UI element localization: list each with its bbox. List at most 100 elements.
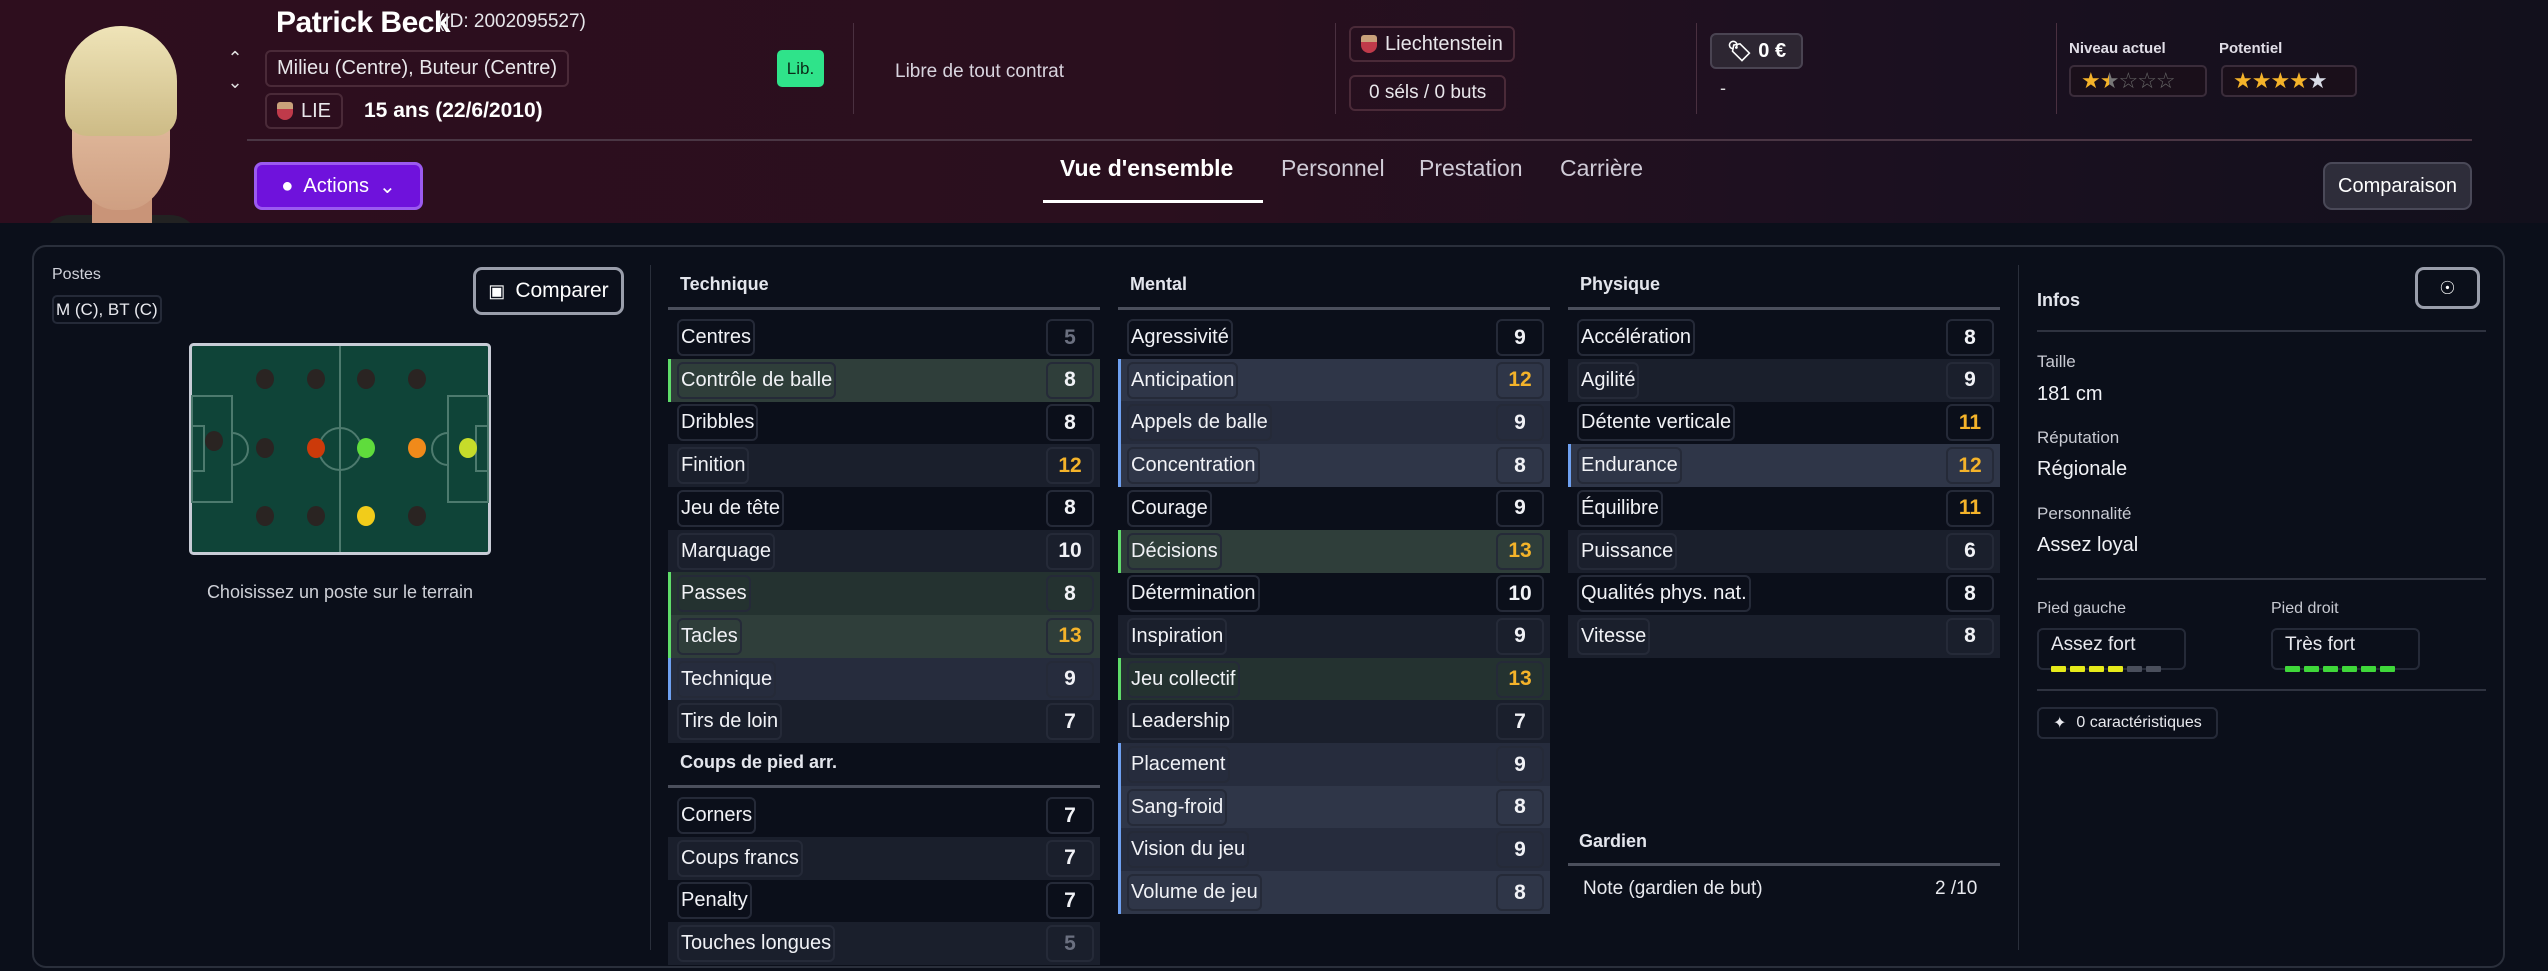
left-foot-label: Pied gauche [2037, 600, 2126, 617]
attribute-row[interactable]: Dribbles 8 [668, 401, 1100, 444]
tab-carriere[interactable]: Carrière [1560, 155, 1644, 181]
pitch-position-dml[interactable] [307, 369, 325, 389]
attribute-row[interactable]: Volume de jeu 8 [1118, 871, 1550, 915]
tab-prestation[interactable]: Prestation [1419, 155, 1523, 181]
pitch-position-mr[interactable] [357, 506, 375, 526]
pitch[interactable] [189, 343, 491, 555]
attribute-row[interactable]: Coups francs 7 [668, 836, 1100, 880]
attribute-label: Sang-froid [1127, 788, 1228, 826]
pitch-position-ml[interactable] [357, 369, 375, 389]
nation-pill[interactable]: Liechtenstein [1349, 26, 1515, 62]
attribute-row[interactable]: Passes 8 [668, 572, 1100, 616]
flag-icon [1361, 35, 1377, 53]
header-divider [247, 139, 2472, 141]
attribute-row[interactable]: Technique 9 [668, 657, 1100, 701]
chevron-down-icon[interactable]: ⌄ [227, 72, 243, 92]
attribute-value: 8 [1946, 575, 1994, 613]
attribute-value: 8 [1046, 575, 1094, 613]
attribute-row[interactable]: Leadership 7 [1118, 700, 1550, 744]
attribute-label: Placement [1127, 746, 1230, 783]
tab-overview[interactable]: Vue d'ensemble [1060, 155, 1234, 181]
traits-button[interactable]: ✦ 0 caractéristiques [2037, 707, 2218, 739]
chevron-down-icon: ⌄ [378, 175, 396, 198]
attribute-row[interactable]: Contrôle de balle 8 [668, 358, 1100, 402]
technique-title: Technique [680, 274, 769, 294]
left-foot-box: Assez fort [2037, 628, 2186, 672]
pitch-position-dmc[interactable] [307, 438, 325, 458]
section-divider [1568, 307, 2000, 310]
positions-pill: Milieu (Centre), Buteur (Centre) [265, 50, 570, 87]
attribute-row[interactable]: Marquage 10 [668, 529, 1100, 573]
attribute-row[interactable]: Détermination 10 [1118, 572, 1550, 615]
attribute-value: 7 [1046, 882, 1094, 920]
attribute-row[interactable]: Décisions 13 [1118, 529, 1550, 573]
attribute-value: 12 [1946, 447, 1994, 485]
potential-label: Potentiel [2219, 40, 2283, 57]
divider [853, 23, 854, 114]
pitch-position-dr[interactable] [256, 506, 274, 526]
attribute-value: 5 [1046, 319, 1094, 356]
attribute-value: 8 [1496, 874, 1544, 912]
attribute-row[interactable]: Corners 7 [668, 794, 1100, 837]
attribute-row[interactable]: Tirs de loin 7 [668, 700, 1100, 744]
attribute-row[interactable]: Appels de balle 9 [1118, 401, 1550, 445]
section-divider [1118, 307, 1550, 310]
attribute-row[interactable]: Agilité 9 [1568, 358, 2000, 402]
player-age: 15 ans (22/6/2010) [364, 99, 543, 122]
pitch-position-dc[interactable] [256, 438, 274, 458]
attribute-row[interactable]: Puissance 6 [1568, 529, 2000, 573]
attribute-row[interactable]: Agressivité 9 [1118, 316, 1550, 359]
strength-segment [2342, 666, 2357, 672]
pitch-position-st[interactable] [459, 438, 477, 458]
attribute-row[interactable]: Centres 5 [668, 316, 1100, 359]
half-star-icon: ★ [2099, 68, 2120, 93]
attribute-label: Concentration [1127, 447, 1260, 485]
attribute-value: 13 [1496, 532, 1544, 570]
pitch-position-mc[interactable] [357, 438, 375, 458]
comparison-button[interactable]: Comparaison [2323, 162, 2472, 210]
compare-button[interactable]: ▣ Comparer [473, 267, 624, 315]
pitch-position-dl[interactable] [256, 369, 274, 389]
attribute-label: Corners [677, 797, 757, 834]
active-tab-underline [1043, 200, 1263, 203]
strength-segment [2146, 666, 2161, 672]
attribute-row[interactable]: Sang-froid 8 [1118, 785, 1550, 829]
attribute-row[interactable]: Endurance 12 [1568, 444, 2000, 488]
pitch-position-amc[interactable] [408, 438, 426, 458]
pitch-position-aml[interactable] [408, 369, 426, 389]
attribute-row[interactable]: Concentration 8 [1118, 444, 1550, 488]
attribute-row[interactable]: Placement 9 [1118, 743, 1550, 786]
attribute-star-view-button[interactable]: ☉ [2415, 267, 2480, 309]
pitch-position-dmr[interactable] [307, 506, 325, 526]
strength-segment [2323, 666, 2338, 672]
attribute-label: Agilité [1577, 361, 1640, 399]
attribute-row[interactable]: Tacles 13 [668, 614, 1100, 658]
attribute-row[interactable]: Penalty 7 [668, 879, 1100, 922]
nation-name: Liechtenstein [1385, 32, 1503, 55]
attribute-value: 11 [1946, 489, 1994, 527]
attribute-row[interactable]: Vision du jeu 9 [1118, 828, 1550, 872]
actions-button[interactable]: ● Actions ⌄ [254, 162, 423, 210]
attribute-label: Décisions [1127, 532, 1222, 570]
attribute-row[interactable]: Finition 12 [668, 444, 1100, 488]
pitch-position-amr[interactable] [408, 506, 426, 526]
attribute-row[interactable]: Accélération 8 [1568, 316, 2000, 359]
attribute-row[interactable]: Inspiration 9 [1118, 614, 1550, 658]
attribute-row[interactable]: Vitesse 8 [1568, 614, 2000, 658]
section-divider [1568, 863, 2000, 866]
attribute-row[interactable]: Anticipation 12 [1118, 358, 1550, 402]
attribute-label: Marquage [677, 532, 776, 570]
attribute-row[interactable]: Jeu collectif 13 [1118, 657, 1550, 701]
nation-code-pill: LIE [265, 93, 344, 129]
attribute-row[interactable]: Détente verticale 11 [1568, 401, 2000, 444]
attribute-row[interactable]: Équilibre 11 [1568, 487, 2000, 530]
pitch-position-gk[interactable] [205, 431, 223, 451]
chevron-up-icon[interactable]: ⌃ [227, 48, 243, 68]
goalkeeper-title: Gardien [1579, 831, 1648, 851]
attribute-row[interactable]: Qualités phys. nat. 8 [1568, 572, 2000, 615]
tab-personnel[interactable]: Personnel [1281, 155, 1385, 181]
attribute-row[interactable]: Courage 9 [1118, 487, 1550, 530]
attribute-row[interactable]: Jeu de tête 8 [668, 487, 1100, 530]
attribute-value: 9 [1496, 617, 1544, 655]
attribute-row[interactable]: Touches longues 5 [668, 922, 1100, 966]
